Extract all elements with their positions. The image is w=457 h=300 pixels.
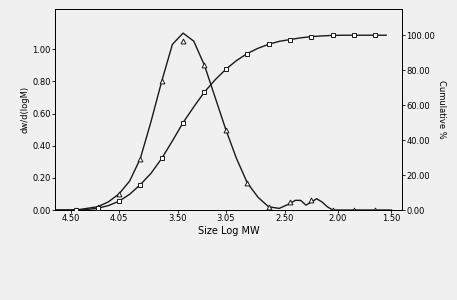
- X-axis label: Size Log MW: Size Log MW: [198, 226, 259, 236]
- Y-axis label: Cumulative %: Cumulative %: [437, 80, 446, 139]
- Y-axis label: dw/d(logM): dw/d(logM): [21, 86, 29, 133]
